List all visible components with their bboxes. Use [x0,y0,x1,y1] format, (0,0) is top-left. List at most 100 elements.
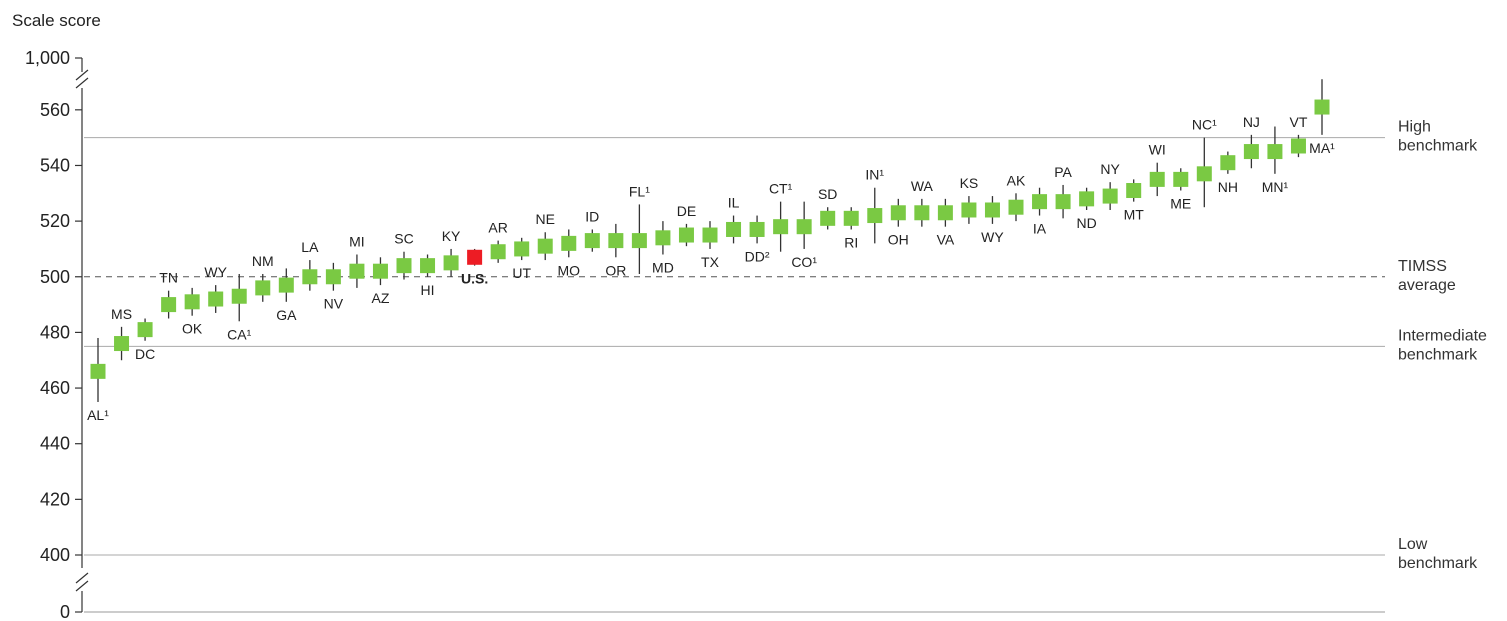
state-marker [1008,199,1024,215]
benchmark-label: benchmark [1398,138,1478,155]
data-point: VA [937,198,955,248]
state-marker [302,269,318,285]
data-point: OR [605,223,626,278]
state-marker [702,227,718,243]
data-point: NC¹ [1192,117,1217,208]
data-point: LA [301,239,319,291]
state-marker [231,288,247,304]
data-point: CT¹ [769,181,793,252]
state-marker [984,202,1000,218]
point-label: WA [911,178,934,194]
data-point: ND [1076,187,1097,231]
point-label: U.S. [461,271,488,287]
state-marker [420,258,436,274]
state-marker [937,205,953,221]
benchmark-lines: High benchmark TIMSS average Intermediate ben… [84,119,1487,613]
data-point: OH [888,198,909,248]
point-label: SC [394,231,413,247]
data-point: UT [512,237,531,281]
data-point: MO [557,229,580,278]
state-marker [678,227,694,243]
data-point: MS [111,306,132,361]
state-marker [1032,194,1048,210]
state-marker [1149,171,1165,187]
data-point: PA [1054,164,1073,219]
data-point: DD² [745,215,770,264]
data-point: IN¹ [865,167,884,244]
point-label: GA [276,307,297,323]
state-marker [608,233,624,249]
point-label: WI [1149,142,1166,158]
axis-break-bottom [75,572,89,592]
data-point: CA¹ [227,273,252,342]
state-marker [961,202,977,218]
data-point: IL [726,195,742,244]
state-marker [208,291,224,307]
data-point: AR [488,220,508,263]
benchmark-label: TIMSS [1398,258,1447,275]
data-points: AL¹ MS DC TN OK WY CA¹ NM GA LA NV MI AZ SC HI KY U.S. AR… [87,79,1335,423]
data-point: WY [204,264,228,313]
state-marker [890,205,906,221]
state-marker [584,233,600,249]
data-point: KY [442,228,461,277]
benchmark-label: Intermediate [1398,327,1487,344]
data-point: MI [349,234,365,288]
state-marker [396,258,412,274]
point-label: NJ [1243,114,1260,130]
y-tick-label: 500 [40,267,70,287]
point-label: CO¹ [791,254,817,270]
point-label: OK [182,321,203,337]
point-label: NE [536,211,555,227]
state-marker [749,221,765,237]
point-label: WY [204,264,227,280]
data-point: SC [394,231,414,280]
state-marker [325,269,341,285]
point-label: SD [818,186,837,202]
point-label: KS [960,175,979,191]
state-marker [1290,138,1306,154]
data-point: WA [911,178,934,227]
point-label: MS [111,306,132,322]
state-marker [514,241,530,257]
data-point: TN [159,270,178,319]
point-label: AL¹ [87,407,109,423]
data-point: ID [584,208,600,252]
point-label: MO [557,262,580,278]
data-point: AZ [372,257,390,306]
benchmark-label: High [1398,119,1431,136]
point-label: UT [512,265,531,281]
state-marker [796,219,812,235]
point-label: FL¹ [629,183,650,199]
state-marker [820,210,836,226]
point-label: VT [1290,114,1308,130]
data-point: NY [1100,161,1121,210]
data-point: KS [960,175,979,224]
data-point: HI [420,254,436,298]
point-label: KY [442,228,461,244]
data-point: MN¹ [1262,126,1288,195]
point-label: NV [324,296,344,312]
state-marker [137,322,153,338]
point-label: NH [1218,179,1238,195]
point-label: PA [1054,164,1072,180]
benchmark-label: average [1398,277,1456,294]
y-tick-label: 480 [40,322,70,342]
point-label: HI [421,282,435,298]
state-marker [914,205,930,221]
state-marker [1102,188,1118,204]
point-label: CT¹ [769,181,793,197]
y-axis: 1,000 560 540 520 500 480 460 440 420 400 0 [25,48,89,621]
state-marker [726,221,742,237]
y-tick-label: 0 [60,602,70,621]
point-label: AZ [372,290,390,306]
point-label: MT [1124,207,1145,223]
data-point: WI [1149,142,1166,197]
point-label: RI [844,234,858,250]
state-marker [1196,166,1212,182]
state-marker [561,235,577,251]
state-marker [1079,191,1095,207]
data-point: AL¹ [87,337,109,423]
data-point: ME [1170,168,1191,212]
